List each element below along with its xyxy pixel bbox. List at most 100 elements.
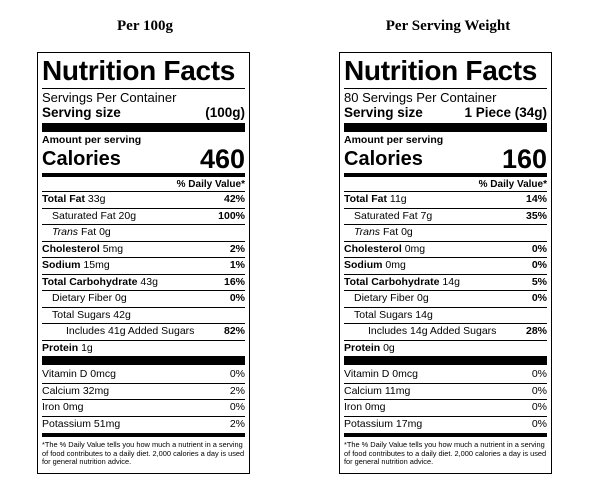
- panel-heading-per-serving: Per Serving Weight: [385, 18, 511, 34]
- added-sugars-dv: 82%: [223, 325, 245, 337]
- iron-row: Iron 0mg 0%: [344, 399, 547, 416]
- thick-divider: [42, 123, 245, 132]
- calcium-dv: 0%: [531, 384, 547, 397]
- calcium-row: Calcium 32mg 2%: [42, 382, 245, 400]
- total-fat-amount: 11g: [389, 193, 407, 205]
- saturated-fat-label: Saturated Fat 7g: [354, 209, 433, 222]
- cholesterol-label: Cholesterol: [344, 242, 402, 255]
- medium-divider: [42, 433, 245, 437]
- serving-size-row: Serving size 1 Piece (34g): [344, 105, 547, 121]
- trans-fat-amount: Fat 0g: [382, 226, 413, 238]
- iron-label: Iron 0mg: [42, 401, 84, 413]
- serving-size-row: Serving size (100g): [42, 105, 245, 121]
- total-sugars-row: Total Sugars 14g: [344, 306, 547, 324]
- serving-size-value: 1 Piece (34g): [464, 105, 547, 120]
- iron-row: Iron 0mg 0%: [42, 399, 245, 416]
- divider: [344, 88, 547, 89]
- cholesterol-row: Cholesterol 5mg 2%: [42, 240, 245, 258]
- total-carb-dv: 16%: [223, 275, 245, 288]
- saturated-fat-row: Saturated Fat 20g 100%: [42, 207, 245, 225]
- protein-label: Protein: [42, 341, 79, 354]
- potassium-dv: 2%: [229, 417, 245, 430]
- added-sugars-label: Includes 41g Added Sugars: [66, 325, 195, 337]
- nutrition-facts-title: Nutrition Facts: [42, 55, 236, 86]
- fiber-label: Dietary Fiber 0g: [354, 292, 429, 304]
- serving-size-label: Serving size: [42, 105, 121, 120]
- sodium-dv: 0%: [531, 259, 547, 271]
- fiber-dv: 0%: [531, 292, 547, 304]
- calories-row: Calories 460: [42, 144, 245, 174]
- fiber-label: Dietary Fiber 0g: [52, 292, 127, 304]
- vitamin-d-dv: 0%: [531, 368, 547, 380]
- calcium-label: Calcium 32mg: [42, 384, 110, 397]
- medium-divider: [344, 173, 547, 177]
- protein-row: Protein 1g: [42, 339, 245, 357]
- vitamin-d-label: Vitamin D 0mcg: [344, 368, 418, 380]
- footnote: *The % Daily Value tells you how much a …: [344, 440, 547, 467]
- total-fat-label: Total Fat: [344, 193, 387, 205]
- daily-value-header: % Daily Value*: [478, 179, 547, 190]
- protein-amount: 0g: [383, 341, 395, 354]
- total-fat-dv: 14%: [525, 193, 547, 205]
- sodium-amount: 15mg: [83, 259, 110, 271]
- vitamin-d-row: Vitamin D 0mcg 0%: [344, 367, 547, 383]
- daily-value-header: % Daily Value*: [176, 179, 245, 190]
- nutrition-facts-panel-per-100g: Nutrition Facts Servings Per Container S…: [37, 52, 250, 474]
- calcium-label: Calcium 11mg: [344, 384, 411, 397]
- cholesterol-amount: 0mg: [404, 242, 426, 255]
- sodium-amount: 0mg: [385, 259, 406, 271]
- fiber-dv: 0%: [229, 292, 245, 304]
- thick-divider: [42, 356, 245, 365]
- trans-fat-row: Trans Fat 0g: [42, 224, 245, 241]
- trans-fat-row: Trans Fat 0g: [344, 224, 547, 241]
- thick-divider: [344, 356, 547, 365]
- total-carb-label: Total Carbohydrate: [344, 275, 440, 288]
- amount-per-serving: Amount per serving: [344, 134, 444, 146]
- total-carbohydrate-row: Total Carbohydrate 43g 16%: [42, 273, 245, 291]
- total-fat-row: Total Fat 11g 14%: [344, 191, 547, 208]
- sodium-row: Sodium 15mg 1%: [42, 257, 245, 274]
- vitamin-d-label: Vitamin D 0mcg: [42, 368, 116, 380]
- trans-fat-amount: Fat 0g: [80, 226, 111, 238]
- total-carb-amount: 14g: [442, 275, 460, 288]
- iron-dv: 0%: [229, 401, 245, 413]
- serving-size-label: Serving size: [344, 105, 423, 120]
- calcium-dv: 2%: [229, 384, 245, 397]
- serving-size-value: (100g): [205, 105, 245, 120]
- servings-per-container: Servings Per Container: [42, 90, 177, 105]
- iron-dv: 0%: [531, 401, 547, 413]
- cholesterol-label: Cholesterol: [42, 242, 100, 255]
- cholesterol-dv: 2%: [229, 242, 245, 255]
- medium-divider: [42, 173, 245, 177]
- total-carb-dv: 5%: [531, 275, 547, 288]
- protein-row: Protein 0g: [344, 339, 547, 357]
- servings-per-container: 80 Servings Per Container: [344, 90, 497, 105]
- sodium-dv: 1%: [229, 259, 245, 271]
- total-carb-label: Total Carbohydrate: [42, 275, 138, 288]
- cholesterol-amount: 5mg: [102, 242, 124, 255]
- protein-label: Protein: [344, 341, 381, 354]
- total-fat-amount: 33g: [87, 193, 106, 205]
- iron-label: Iron 0mg: [344, 401, 386, 413]
- potassium-row: Potassium 17mg 0%: [344, 415, 547, 433]
- sugars-label: Total Sugars 14g: [354, 308, 433, 321]
- potassium-label: Potassium 51mg: [42, 417, 121, 430]
- cholesterol-row: Cholesterol 0mg 0%: [344, 240, 547, 258]
- added-sugars-row: Includes 41g Added Sugars 82%: [42, 323, 245, 340]
- calories-value: 460: [199, 144, 245, 174]
- dietary-fiber-row: Dietary Fiber 0g 0%: [344, 290, 547, 307]
- calories-row: Calories 160: [344, 144, 547, 174]
- total-fat-dv: 42%: [223, 193, 245, 205]
- cholesterol-dv: 0%: [531, 242, 547, 255]
- protein-amount: 1g: [81, 341, 93, 354]
- divider: [42, 88, 245, 89]
- calories-value: 160: [501, 144, 547, 174]
- saturated-fat-row: Saturated Fat 7g 35%: [344, 207, 547, 225]
- nutrition-facts-panel-per-serving: Nutrition Facts 80 Servings Per Containe…: [339, 52, 552, 474]
- sodium-row: Sodium 0mg 0%: [344, 257, 547, 274]
- potassium-label: Potassium 17mg: [344, 417, 423, 430]
- dietary-fiber-row: Dietary Fiber 0g 0%: [42, 290, 245, 307]
- nutrition-facts-title: Nutrition Facts: [344, 55, 538, 86]
- calories-label: Calories: [42, 148, 121, 170]
- medium-divider: [344, 433, 547, 437]
